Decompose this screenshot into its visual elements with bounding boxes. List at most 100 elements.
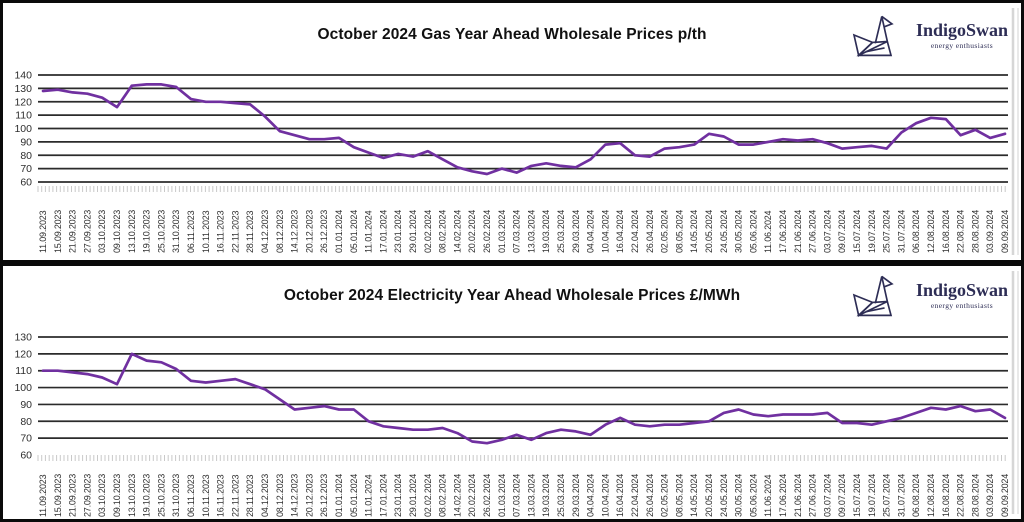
x-axis-date-label: 04.12.2023 bbox=[260, 474, 270, 517]
x-axis-date-label: 14.05.2024 bbox=[689, 474, 699, 517]
x-axis-date-label: 26.12.2023 bbox=[319, 210, 329, 253]
x-axis-date-label: 08.05.2024 bbox=[674, 210, 684, 253]
x-axis-date-label: 16.11.2023 bbox=[216, 210, 226, 253]
swan-neck-shape bbox=[874, 16, 889, 44]
swan-fold-line bbox=[865, 47, 885, 53]
swan-fold-line bbox=[858, 40, 888, 57]
x-axis-date-label: 16.04.2024 bbox=[615, 474, 625, 517]
y-axis-tick-label: 80 bbox=[20, 150, 32, 162]
x-axis-date-label: 16.11.2023 bbox=[216, 474, 226, 517]
y-axis-tick-label: 100 bbox=[14, 123, 32, 135]
x-axis-date-label: 22.11.2023 bbox=[230, 210, 240, 253]
x-axis-date-label: 05.06.2024 bbox=[748, 210, 758, 253]
y-axis-tick-label: 120 bbox=[14, 348, 32, 360]
x-axis-date-label: 26.12.2023 bbox=[319, 474, 329, 517]
x-axis-date-label: 14.05.2024 bbox=[689, 210, 699, 253]
x-axis-date-label: 29.01.2024 bbox=[408, 474, 418, 517]
x-axis-date-label: 15.09.2023 bbox=[53, 210, 63, 253]
x-axis-date-label: 09.07.2024 bbox=[837, 474, 847, 517]
x-axis-date-label: 03.09.2024 bbox=[985, 210, 995, 253]
x-axis-date-label: 03.09.2024 bbox=[985, 474, 995, 517]
x-axis-date-label: 11.09.2023 bbox=[38, 210, 48, 253]
logo-tagline-text: energy enthusiasts bbox=[930, 300, 994, 310]
x-axis-date-label: 20.02.2024 bbox=[467, 474, 477, 517]
x-axis-date-label: 23.01.2024 bbox=[393, 210, 403, 253]
x-axis-date-label: 01.03.2024 bbox=[497, 210, 507, 253]
x-axis-date-label: 19.07.2024 bbox=[867, 210, 877, 253]
x-axis-date-label: 29.01.2024 bbox=[408, 210, 418, 253]
swan-logo-icon bbox=[852, 15, 894, 57]
x-axis-date-label: 03.07.2024 bbox=[822, 210, 832, 253]
x-axis-date-label: 21.06.2024 bbox=[793, 210, 803, 253]
x-axis-date-label: 08.12.2023 bbox=[275, 210, 285, 253]
x-axis-date-label: 09.10.2023 bbox=[112, 474, 122, 517]
logo-text: IndigoSwan energy enthusiasts bbox=[916, 20, 1008, 50]
x-axis-date-label: 03.10.2023 bbox=[97, 210, 107, 253]
gas-price-line bbox=[41, 83, 1007, 176]
y-axis-tick-label: 60 bbox=[20, 450, 32, 462]
x-axis-date-label: 17.01.2024 bbox=[378, 210, 388, 253]
x-axis-date-label: 14.12.2023 bbox=[290, 210, 300, 253]
y-axis-tick-label: 110 bbox=[15, 365, 32, 377]
x-axis-date-label: 28.11.2023 bbox=[245, 210, 255, 253]
y-axis-tick-label: 110 bbox=[15, 110, 32, 122]
x-axis-date-label: 27.06.2024 bbox=[808, 210, 818, 253]
electricity-price-line bbox=[41, 352, 1007, 445]
x-axis-date-label: 05.06.2024 bbox=[748, 474, 758, 517]
x-axis-date-label: 19.10.2023 bbox=[142, 474, 152, 517]
x-axis-date-label: 06.11.2023 bbox=[186, 474, 196, 517]
x-axis-date-label: 04.04.2024 bbox=[586, 474, 596, 517]
swan-fold-line bbox=[858, 300, 888, 317]
x-axis-date-label: 03.07.2024 bbox=[822, 474, 832, 517]
x-axis-date-label: 25.10.2023 bbox=[156, 210, 166, 253]
x-axis-date-label: 08.05.2024 bbox=[674, 474, 684, 517]
x-axis-date-label: 15.07.2024 bbox=[852, 474, 862, 517]
x-axis-date-label: 02.02.2024 bbox=[423, 474, 433, 517]
y-axis-tick-label: 90 bbox=[20, 399, 32, 411]
x-axis-date-label: 13.10.2023 bbox=[127, 210, 137, 253]
x-axis-date-label: 22.04.2024 bbox=[630, 474, 640, 517]
x-axis-date-label: 21.09.2023 bbox=[68, 210, 78, 253]
y-axis-tick-label: 80 bbox=[20, 416, 32, 428]
x-axis-date-label: 25.03.2024 bbox=[556, 474, 566, 517]
x-axis-date-label: 06.08.2024 bbox=[911, 210, 921, 253]
electricity-chart-title: October 2024 Electricity Year Ahead Whol… bbox=[283, 287, 741, 304]
x-axis-date-label: 05.01.2024 bbox=[349, 210, 359, 253]
x-axis-date-label: 25.07.2024 bbox=[882, 474, 892, 517]
x-axis-date-label: 20.05.2024 bbox=[704, 210, 714, 253]
x-axis-date-label: 14.02.2024 bbox=[452, 210, 462, 253]
x-axis-date-label: 12.08.2024 bbox=[926, 474, 936, 517]
x-axis-date-label: 04.12.2023 bbox=[260, 210, 270, 253]
x-axis-date-label: 19.03.2024 bbox=[541, 210, 551, 253]
indigoswan-logo: IndigoSwan energy enthusiasts bbox=[851, 10, 1008, 60]
swan-fold-line bbox=[865, 307, 885, 313]
electricity-price-line-chart: 60 70 80 90 100 110 120 130 11.09.2023 15.09.2023… bbox=[14, 271, 1019, 517]
x-axis-date-label: 13.03.2024 bbox=[526, 210, 536, 253]
x-axis-date-label: 01.01.2024 bbox=[334, 474, 344, 517]
x-axis-date-label: 30.05.2024 bbox=[734, 474, 744, 517]
x-axis-date-label: 31.10.2023 bbox=[171, 474, 181, 517]
indigoswan-logo: IndigoSwan energy enthusiasts bbox=[851, 270, 1008, 320]
x-axis-date-label: 08.02.2024 bbox=[438, 210, 448, 253]
x-axis-date-label: 07.03.2024 bbox=[512, 474, 522, 517]
x-axis-date-label: 11.01.2024 bbox=[364, 210, 374, 253]
x-axis-date-label: 16.08.2024 bbox=[941, 474, 951, 517]
x-axis-date-label: 17.06.2024 bbox=[778, 474, 788, 517]
x-axis-date-label: 14.12.2023 bbox=[290, 474, 300, 517]
y-axis-tick-label: 70 bbox=[20, 433, 32, 445]
x-axis-date-label: 11.06.2024 bbox=[763, 210, 773, 253]
x-axis-date-label: 25.10.2023 bbox=[156, 474, 166, 517]
x-axis-date-label: 22.04.2024 bbox=[630, 210, 640, 253]
x-axis-date-label: 17.06.2024 bbox=[778, 210, 788, 253]
x-axis-date-label: 01.01.2024 bbox=[334, 210, 344, 253]
x-axis-date-label: 28.08.2024 bbox=[970, 210, 980, 253]
x-axis-date-label: 11.01.2024 bbox=[364, 474, 374, 517]
x-axis-date-label: 26.04.2024 bbox=[645, 474, 655, 517]
x-axis-date-label: 09.09.2024 bbox=[1000, 474, 1010, 517]
x-axis-date-label: 31.07.2024 bbox=[896, 210, 906, 253]
swan-neck-shape bbox=[874, 276, 889, 304]
x-axis-date-label: 27.06.2024 bbox=[808, 474, 818, 517]
x-axis-date-label: 11.09.2023 bbox=[38, 474, 48, 517]
x-axis-date-label: 10.11.2023 bbox=[201, 210, 211, 253]
